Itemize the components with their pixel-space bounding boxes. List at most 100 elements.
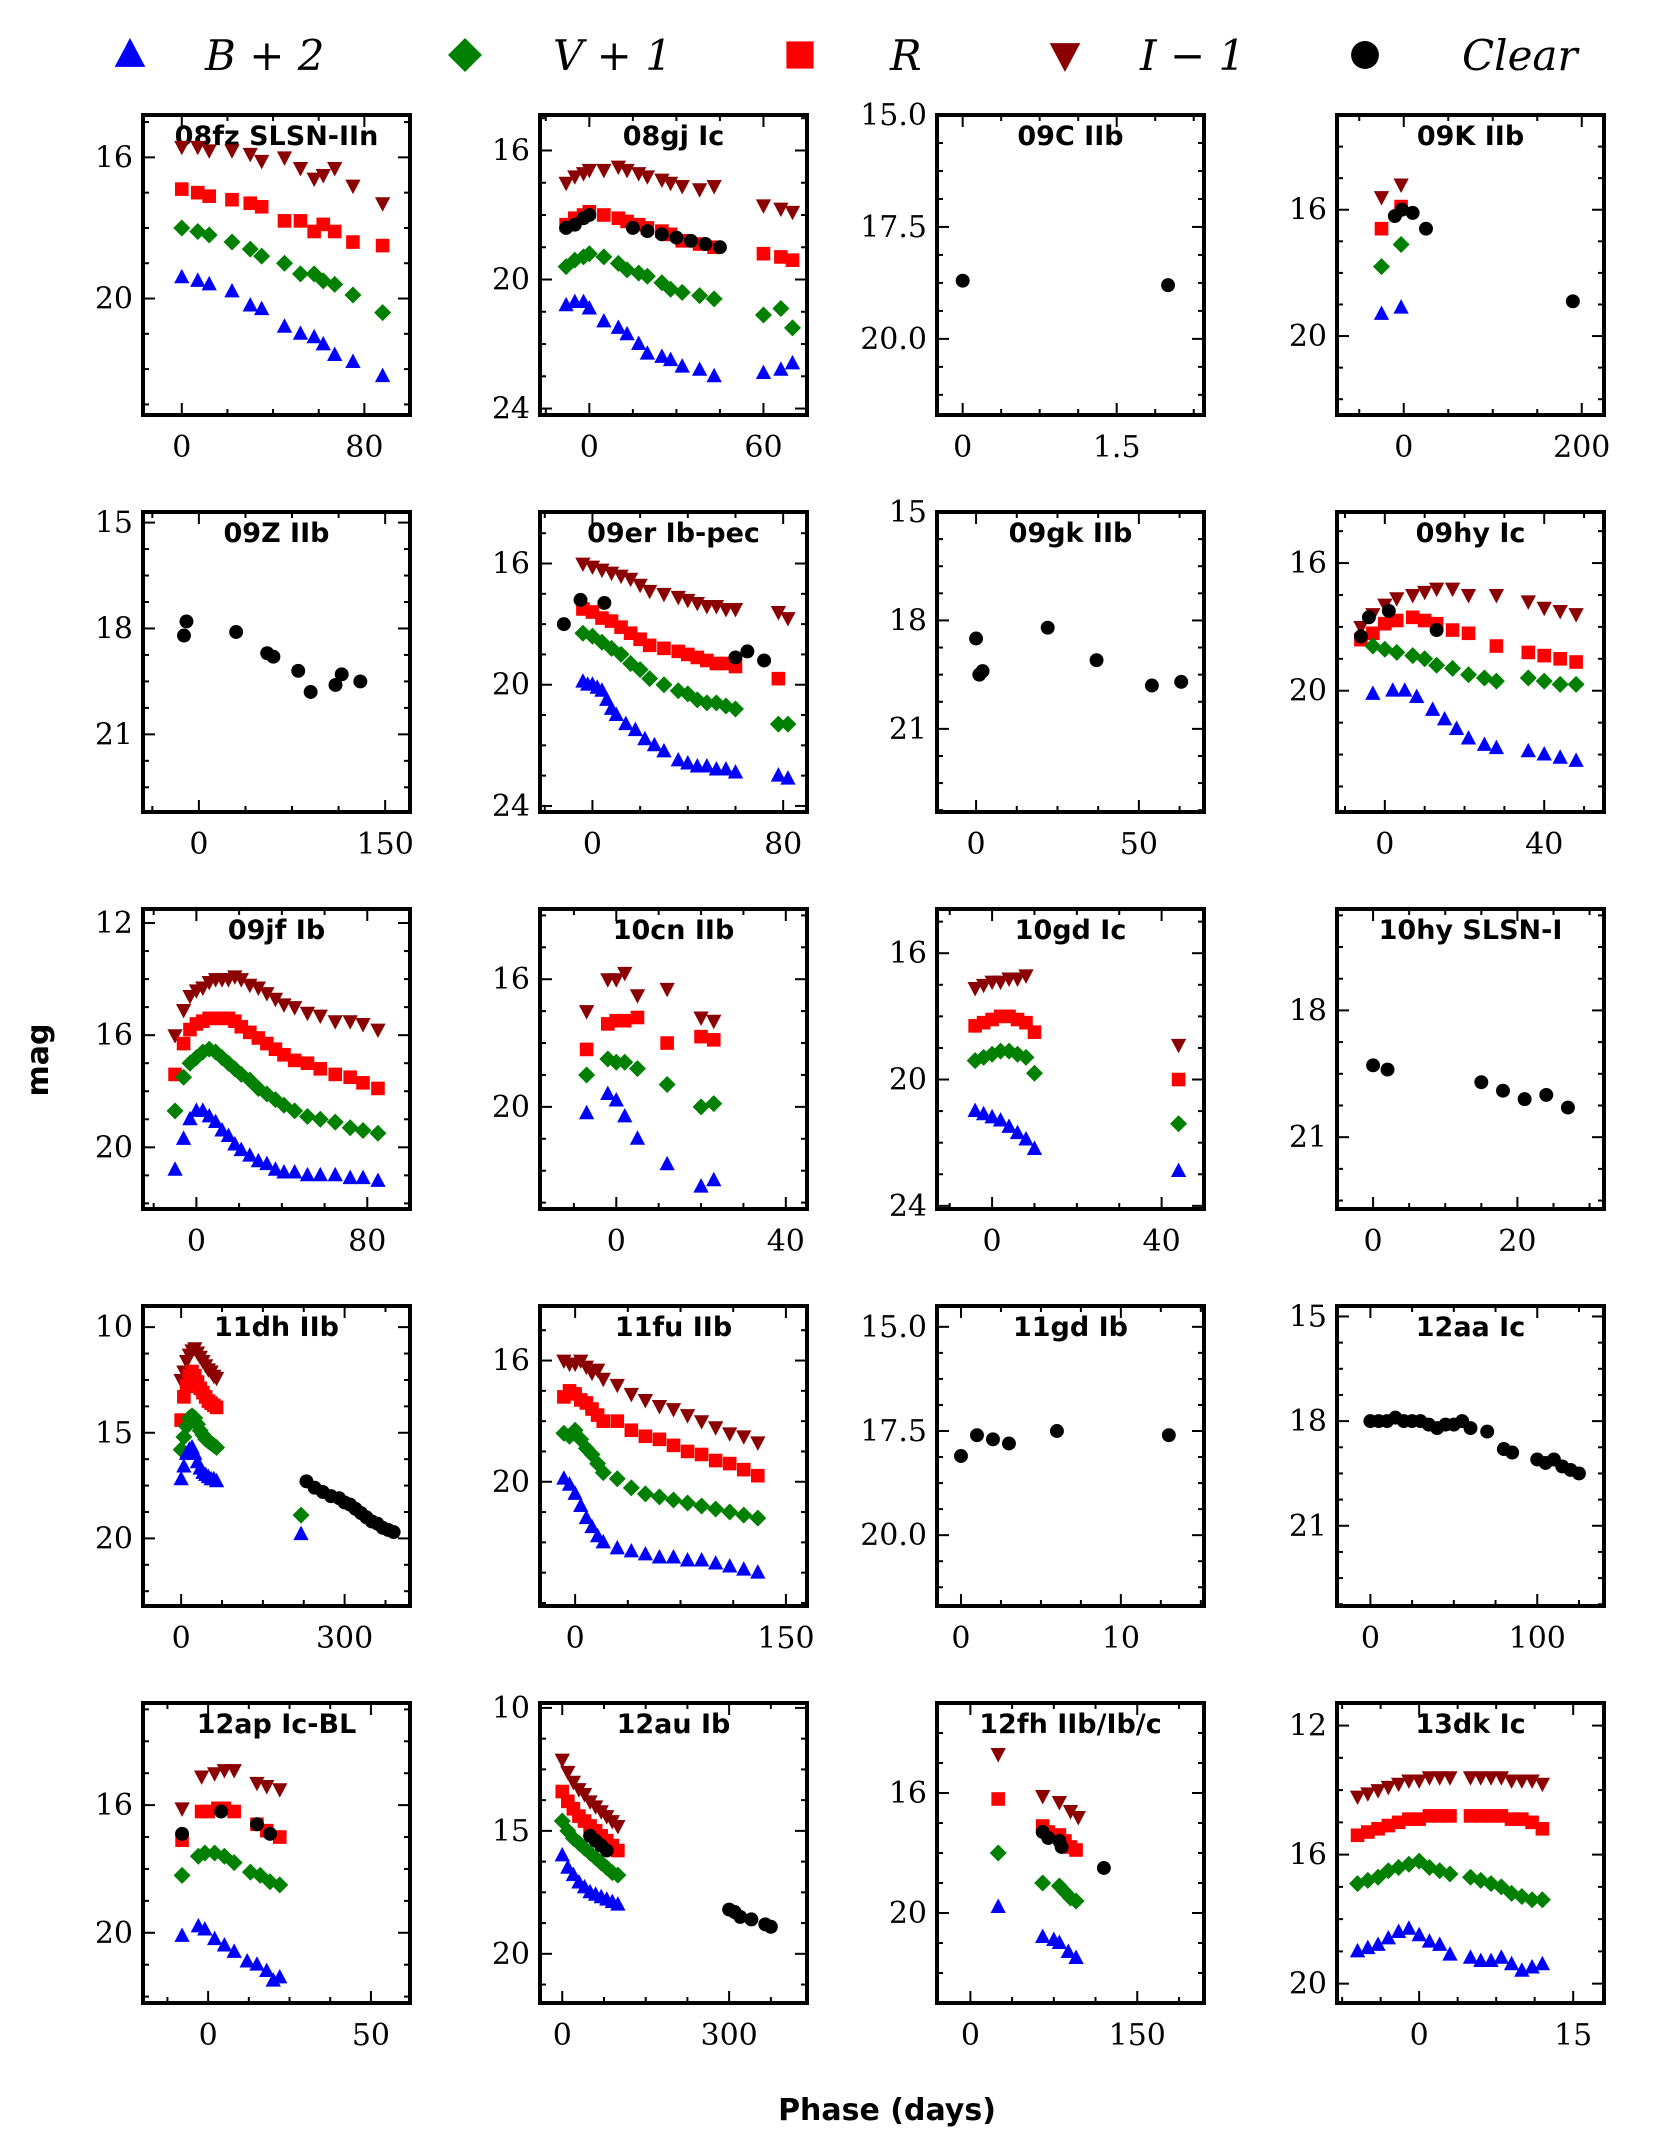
data-point — [1393, 178, 1409, 193]
data-point — [327, 224, 342, 239]
data-point — [216, 1764, 233, 1779]
data-point — [646, 736, 663, 752]
data-point — [299, 1166, 316, 1182]
data-point — [707, 1500, 725, 1518]
data-point — [772, 300, 790, 318]
data-point — [708, 1421, 724, 1436]
data-point — [728, 650, 743, 665]
data-point — [692, 1098, 710, 1116]
data-point — [636, 1485, 654, 1503]
x-tick-label: 40 — [1525, 827, 1563, 862]
panel-09Z: 09Z IIb 0 150 15 18 21 — [95, 506, 414, 862]
y-tick-label: 15 — [1289, 1299, 1327, 1334]
data-point — [202, 189, 216, 203]
data-point — [1536, 746, 1552, 761]
x-tick-label: 0 — [1394, 430, 1413, 465]
data-point — [254, 199, 269, 214]
data-point — [718, 761, 734, 776]
data-point — [784, 354, 801, 370]
data-point — [1473, 1771, 1489, 1786]
data-point — [780, 770, 796, 785]
data-point — [589, 1363, 606, 1379]
data-point — [600, 1085, 616, 1101]
y-tick-label: 21 — [1289, 1120, 1327, 1155]
panel-frame — [141, 510, 412, 814]
data-point — [1428, 656, 1446, 674]
data-point — [1484, 1809, 1498, 1823]
series-C — [177, 614, 368, 699]
series-B — [1373, 299, 1409, 320]
data-point — [174, 182, 189, 196]
data-point — [780, 612, 796, 627]
data-point — [642, 638, 657, 653]
data-point — [292, 1506, 310, 1524]
data-point — [1051, 1934, 1068, 1949]
y-tick-label: 18 — [1289, 993, 1327, 1028]
data-point — [673, 283, 691, 301]
data-point — [1397, 682, 1413, 697]
data-point — [1018, 969, 1034, 984]
data-point — [241, 1863, 259, 1881]
y-tick-label: 15 — [95, 1416, 133, 1451]
data-point — [771, 671, 786, 686]
data-point — [224, 144, 240, 159]
data-point — [638, 267, 656, 285]
series-C — [299, 1474, 401, 1540]
data-point — [242, 147, 258, 163]
y-tick-label: 17.5 — [860, 1414, 927, 1449]
data-point — [1411, 1774, 1427, 1789]
data-point — [1389, 613, 1404, 628]
series-I — [1353, 582, 1584, 636]
data-point — [1421, 1933, 1438, 1948]
data-point — [1027, 1025, 1042, 1039]
data-point — [750, 1436, 766, 1451]
data-point — [991, 1792, 1005, 1806]
panel-title: 09K IIb — [1417, 121, 1524, 152]
data-point — [609, 1378, 625, 1394]
data-point — [558, 176, 574, 192]
data-point — [608, 1470, 626, 1488]
data-point — [560, 1765, 576, 1781]
data-point — [1537, 648, 1552, 663]
data-point — [249, 1817, 264, 1832]
data-point — [1515, 1812, 1529, 1826]
data-point — [610, 1414, 625, 1428]
panel-frame — [1335, 510, 1606, 814]
data-point — [735, 1506, 753, 1524]
data-point — [639, 345, 656, 360]
panel-frame — [141, 907, 412, 1211]
data-point — [722, 1427, 738, 1442]
data-point — [1565, 294, 1580, 309]
data-point — [561, 1476, 578, 1491]
data-point — [576, 1788, 593, 1803]
x-tick-label: 150 — [1109, 2018, 1166, 2053]
data-point — [770, 606, 787, 621]
data-point — [1463, 1421, 1478, 1436]
y-tick-label: 15 — [492, 1814, 530, 1849]
data-point — [726, 700, 744, 718]
data-point — [292, 161, 309, 177]
data-point — [190, 272, 206, 287]
data-point — [216, 1937, 233, 1952]
data-point — [610, 1820, 626, 1835]
data-point — [608, 1091, 624, 1107]
data-point — [341, 1119, 359, 1137]
data-point — [975, 664, 990, 679]
data-point — [578, 1509, 595, 1525]
data-point — [327, 1015, 343, 1030]
data-point — [665, 1491, 682, 1509]
data-point — [1442, 1946, 1458, 1961]
data-point — [662, 176, 679, 192]
data-point — [628, 1060, 646, 1078]
data-point — [1380, 1780, 1396, 1796]
data-point — [1488, 739, 1505, 755]
panel-title: 11gd Ib — [1013, 1312, 1128, 1343]
data-point — [174, 1927, 190, 1942]
data-point — [386, 1525, 401, 1540]
data-point — [679, 1409, 696, 1424]
data-point — [1520, 742, 1536, 758]
data-point — [1361, 610, 1376, 625]
data-point — [1350, 1828, 1365, 1843]
data-point — [208, 1472, 225, 1488]
data-point — [1401, 1920, 1417, 1935]
